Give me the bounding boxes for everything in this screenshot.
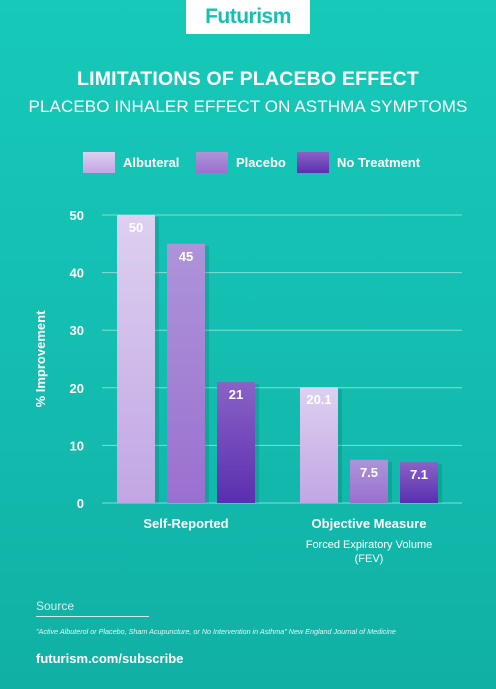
brand-logo-text: Futurism [205,5,291,28]
legend-swatch-placebo [196,151,228,173]
bar-value-label: 20.1 [306,392,331,407]
bar-value-label: 7.5 [360,465,378,480]
brand-logo-tab[interactable]: Futurism [186,0,310,34]
legend-swatch-albuteral [83,151,115,173]
bar-value-label: 50 [129,220,143,235]
y-axis-label: % Improvement [33,310,48,407]
x-category-label: Objective Measure [312,516,427,531]
source-citation: "Active Albuterol or Placebo, Sham Acupu… [36,627,396,636]
y-tick-label: 40 [70,266,84,281]
legend-swatch-no-treatment [297,151,329,173]
legend-label-albuteral: Albuteral [123,154,180,170]
bar [117,215,155,503]
chart-subtitle: PLACEBO INHALER EFFECT ON ASTHMA SYMPTOM… [28,97,468,116]
bar [350,459,388,503]
legend-label-placebo: Placebo [236,154,286,170]
chart-title: LIMITATIONS OF PLACEBO EFFECT [77,68,419,90]
source-label: Source [36,599,75,613]
bar-value-label: 45 [179,249,193,264]
legend-item-no-treatment: No Treatment [297,151,420,173]
y-tick-label: 20 [70,381,84,396]
y-tick-label: 10 [70,438,84,453]
y-tick-label: 30 [70,323,84,338]
legend-item-albuteral: Albuteral [83,151,179,173]
subscribe-link[interactable]: futurism.com/subscribe [36,651,184,666]
legend-label-no-treatment: No Treatment [337,154,421,170]
x-category-label: Self-Reported [143,516,228,531]
x-category-sublabel: (FEV) [355,553,384,565]
x-category-sublabel: Forced Expiratory Volume [306,539,433,551]
y-tick-label: 50 [70,208,84,223]
bar [300,387,338,503]
legend-item-placebo: Placebo [196,151,286,173]
chart-legend: Albuteral Placebo No Treatment [0,151,496,173]
bar-chart: 0 10 20 30 40 50 % Improvement 50 45 21 20.1 7.5 7.1… [33,208,462,565]
y-tick-label: 0 [77,496,84,511]
bar [400,462,438,503]
source-divider [36,616,149,617]
bar-value-label: 7.1 [410,467,428,482]
bar [217,382,255,503]
bar-value-label: 21 [229,387,243,402]
bar [167,243,205,504]
